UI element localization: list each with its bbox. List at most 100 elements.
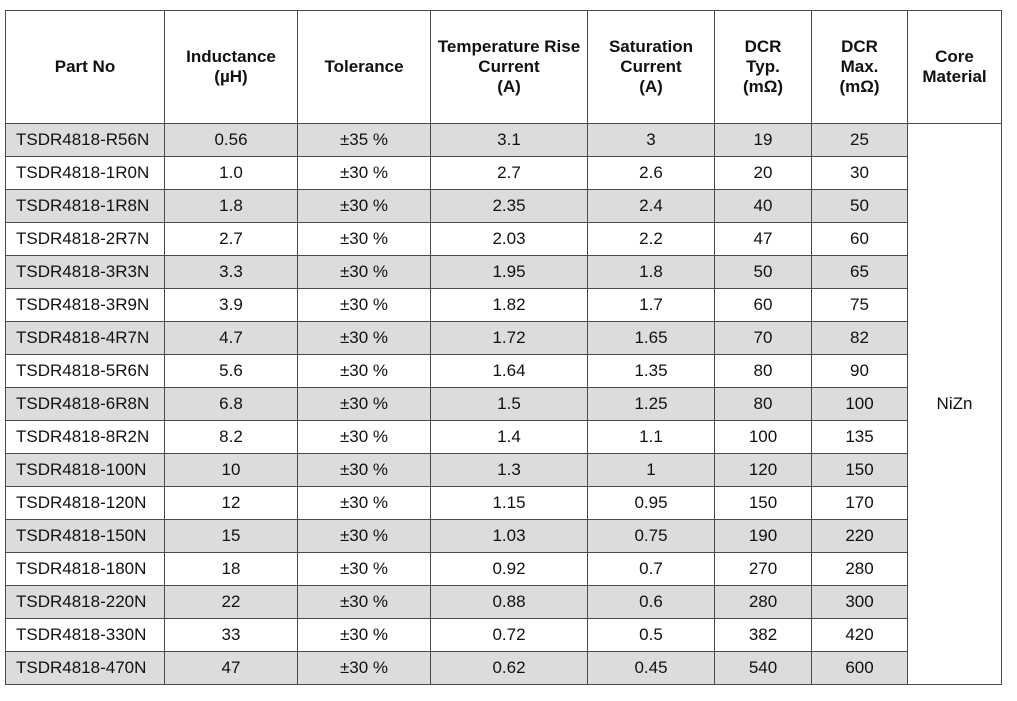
part-no-cell: TSDR4818-5R6N bbox=[5, 354, 165, 388]
temp-rise-cell: 1.95 bbox=[430, 255, 588, 289]
header-part-no-label: Part No bbox=[54, 57, 116, 76]
inductance-cell: 1.8 bbox=[164, 189, 298, 223]
table-row: TSDR4818-8R2N 8.2 ±30 % 1.4 1.1 100 135 bbox=[5, 420, 1002, 454]
header-dcr-max: DCR Max. (mΩ) bbox=[811, 10, 908, 124]
table-row: TSDR4818-100N 10 ±30 % 1.3 1 120 150 bbox=[5, 453, 1002, 487]
saturation-cell: 2.2 bbox=[587, 222, 715, 256]
part-no-cell: TSDR4818-4R7N bbox=[5, 321, 165, 355]
part-no-cell: TSDR4818-100N bbox=[5, 453, 165, 487]
header-temp-rise-current: Temperature Rise Current (A) bbox=[430, 10, 588, 124]
header-dcr-max-line2: Max. bbox=[840, 57, 879, 76]
header-temp-rise-line3: (A) bbox=[497, 77, 521, 96]
table-body: TSDR4818-R56N 0.56 ±35 % 3.1 3 19 25 NiZn TSDR48… bbox=[5, 123, 1002, 685]
inductance-cell: 18 bbox=[164, 552, 298, 586]
temp-rise-cell: 1.15 bbox=[430, 486, 588, 520]
header-dcr-typ-line1: DCR bbox=[744, 37, 782, 56]
table-row: TSDR4818-180N 18 ±30 % 0.92 0.7 270 280 bbox=[5, 552, 1002, 586]
inductance-cell: 47 bbox=[164, 651, 298, 685]
part-no-cell: TSDR4818-180N bbox=[5, 552, 165, 586]
dcr-max-cell: 82 bbox=[811, 321, 908, 355]
temp-rise-cell: 2.7 bbox=[430, 156, 588, 190]
header-saturation-line3: (A) bbox=[639, 77, 663, 96]
inductance-cell: 10 bbox=[164, 453, 298, 487]
dcr-max-cell: 65 bbox=[811, 255, 908, 289]
dcr-max-cell: 150 bbox=[811, 453, 908, 487]
part-no-cell: TSDR4818-120N bbox=[5, 486, 165, 520]
header-tolerance-label: Tolerance bbox=[324, 57, 404, 76]
inductor-spec-table: Part No Inductance (µH) Tolerance Temper… bbox=[5, 10, 1002, 685]
saturation-cell: 1.7 bbox=[587, 288, 715, 322]
table-row: TSDR4818-2R7N 2.7 ±30 % 2.03 2.2 47 60 bbox=[5, 222, 1002, 256]
header-saturation-line2: Current bbox=[620, 57, 682, 76]
dcr-typ-cell: 100 bbox=[714, 420, 812, 454]
saturation-cell: 2.4 bbox=[587, 189, 715, 223]
tolerance-cell: ±30 % bbox=[297, 321, 431, 355]
part-no-cell: TSDR4818-330N bbox=[5, 618, 165, 652]
tolerance-cell: ±35 % bbox=[297, 123, 431, 157]
header-dcr-typ-line2: Typ. bbox=[746, 57, 780, 76]
dcr-typ-cell: 80 bbox=[714, 354, 812, 388]
part-no-cell: TSDR4818-470N bbox=[5, 651, 165, 685]
header-dcr-max-line3: (mΩ) bbox=[839, 77, 880, 96]
part-no-cell: TSDR4818-1R0N bbox=[5, 156, 165, 190]
tolerance-cell: ±30 % bbox=[297, 651, 431, 685]
dcr-max-cell: 30 bbox=[811, 156, 908, 190]
temp-rise-cell: 0.62 bbox=[430, 651, 588, 685]
tolerance-cell: ±30 % bbox=[297, 552, 431, 586]
header-dcr-max-line1: DCR bbox=[841, 37, 878, 56]
dcr-typ-cell: 60 bbox=[714, 288, 812, 322]
table-row: TSDR4818-220N 22 ±30 % 0.88 0.6 280 300 bbox=[5, 585, 1002, 619]
dcr-typ-cell: 190 bbox=[714, 519, 812, 553]
header-temp-rise-line2: Current bbox=[478, 57, 540, 76]
header-dcr-typ-line3: (mΩ) bbox=[742, 77, 784, 96]
header-tolerance: Tolerance bbox=[297, 10, 431, 124]
dcr-typ-cell: 40 bbox=[714, 189, 812, 223]
dcr-typ-cell: 382 bbox=[714, 618, 812, 652]
temp-rise-cell: 0.88 bbox=[430, 585, 588, 619]
dcr-typ-cell: 20 bbox=[714, 156, 812, 190]
saturation-cell: 0.45 bbox=[587, 651, 715, 685]
part-no-cell: TSDR4818-150N bbox=[5, 519, 165, 553]
dcr-max-cell: 600 bbox=[811, 651, 908, 685]
inductance-cell: 2.7 bbox=[164, 222, 298, 256]
tolerance-cell: ±30 % bbox=[297, 420, 431, 454]
dcr-typ-cell: 47 bbox=[714, 222, 812, 256]
saturation-cell: 0.7 bbox=[587, 552, 715, 586]
dcr-max-cell: 50 bbox=[811, 189, 908, 223]
temp-rise-cell: 1.82 bbox=[430, 288, 588, 322]
temp-rise-cell: 0.92 bbox=[430, 552, 588, 586]
header-part-no: Part No bbox=[5, 10, 165, 124]
saturation-cell: 1.65 bbox=[587, 321, 715, 355]
inductance-cell: 33 bbox=[164, 618, 298, 652]
dcr-typ-cell: 19 bbox=[714, 123, 812, 157]
tolerance-cell: ±30 % bbox=[297, 618, 431, 652]
part-no-cell: TSDR4818-1R8N bbox=[5, 189, 165, 223]
tolerance-cell: ±30 % bbox=[297, 255, 431, 289]
saturation-cell: 1.35 bbox=[587, 354, 715, 388]
saturation-cell: 0.95 bbox=[587, 486, 715, 520]
dcr-max-cell: 135 bbox=[811, 420, 908, 454]
dcr-max-cell: 60 bbox=[811, 222, 908, 256]
dcr-typ-cell: 70 bbox=[714, 321, 812, 355]
dcr-typ-cell: 80 bbox=[714, 387, 812, 421]
dcr-typ-cell: 270 bbox=[714, 552, 812, 586]
dcr-max-cell: 420 bbox=[811, 618, 908, 652]
tolerance-cell: ±30 % bbox=[297, 156, 431, 190]
temp-rise-cell: 3.1 bbox=[430, 123, 588, 157]
table-row: TSDR4818-120N 12 ±30 % 1.15 0.95 150 170 bbox=[5, 486, 1002, 520]
part-no-cell: TSDR4818-3R3N bbox=[5, 255, 165, 289]
header-saturation-line1: Saturation bbox=[608, 37, 694, 56]
temp-rise-cell: 1.4 bbox=[430, 420, 588, 454]
temp-rise-cell: 1.72 bbox=[430, 321, 588, 355]
saturation-cell: 2.6 bbox=[587, 156, 715, 190]
tolerance-cell: ±30 % bbox=[297, 189, 431, 223]
saturation-cell: 0.5 bbox=[587, 618, 715, 652]
table-row: TSDR4818-4R7N 4.7 ±30 % 1.72 1.65 70 82 bbox=[5, 321, 1002, 355]
tolerance-cell: ±30 % bbox=[297, 387, 431, 421]
inductance-cell: 0.56 bbox=[164, 123, 298, 157]
dcr-max-cell: 25 bbox=[811, 123, 908, 157]
tolerance-cell: ±30 % bbox=[297, 453, 431, 487]
temp-rise-cell: 1.5 bbox=[430, 387, 588, 421]
tolerance-cell: ±30 % bbox=[297, 519, 431, 553]
table-row: TSDR4818-1R8N 1.8 ±30 % 2.35 2.4 40 50 bbox=[5, 189, 1002, 223]
